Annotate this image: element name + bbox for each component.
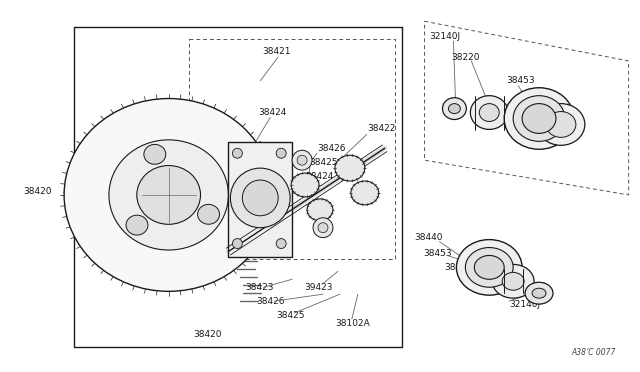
Ellipse shape [492,264,534,298]
Ellipse shape [522,104,556,134]
Text: 38427: 38427 [200,253,229,262]
Ellipse shape [351,181,379,205]
Ellipse shape [502,272,524,290]
Text: 38440: 38440 [415,233,443,242]
Circle shape [313,218,333,238]
Text: 38453: 38453 [424,249,452,258]
Ellipse shape [537,104,585,145]
Text: 38102: 38102 [88,225,116,234]
Circle shape [232,238,243,248]
Ellipse shape [335,155,365,181]
Circle shape [276,238,286,248]
Circle shape [232,148,243,158]
FancyBboxPatch shape [228,142,292,257]
Ellipse shape [307,199,333,221]
Circle shape [243,180,278,216]
Text: 38425: 38425 [276,311,305,320]
Ellipse shape [137,166,200,224]
Text: 38424: 38424 [259,108,287,117]
Ellipse shape [470,96,508,129]
Text: 38220: 38220 [451,54,480,62]
Text: 32140J: 32140J [429,32,461,41]
Text: 38423: 38423 [245,283,274,292]
Text: 38421: 38421 [262,46,291,55]
Ellipse shape [144,144,166,164]
Ellipse shape [474,256,504,279]
Ellipse shape [504,88,574,149]
Ellipse shape [465,247,513,287]
Ellipse shape [525,282,553,304]
Circle shape [230,168,290,228]
Ellipse shape [449,104,460,113]
Text: 38422: 38422 [367,124,395,133]
Circle shape [297,155,307,165]
Text: 38426: 38426 [317,144,346,153]
Text: 38425: 38425 [309,158,337,167]
Text: A38ʹC 0077: A38ʹC 0077 [572,348,616,357]
Text: 38453: 38453 [506,76,535,85]
Text: 38220: 38220 [444,263,473,272]
Ellipse shape [456,240,522,295]
Ellipse shape [109,140,228,250]
Ellipse shape [126,215,148,235]
Ellipse shape [513,96,565,141]
Ellipse shape [442,98,467,119]
Ellipse shape [479,104,499,122]
Ellipse shape [291,173,319,197]
Circle shape [292,150,312,170]
Text: 38426: 38426 [256,296,285,306]
Circle shape [276,148,286,158]
Ellipse shape [546,112,576,137]
Text: 32140J: 32140J [509,299,540,309]
Ellipse shape [64,99,273,291]
Circle shape [318,223,328,232]
Ellipse shape [198,204,220,224]
Text: 38440: 38440 [523,91,552,100]
Text: 38424: 38424 [305,171,333,180]
Text: 38420: 38420 [193,330,222,339]
Text: 39423: 39423 [304,283,333,292]
Ellipse shape [532,288,546,298]
Text: 38420: 38420 [23,187,52,196]
Text: 38102A: 38102A [335,320,370,328]
